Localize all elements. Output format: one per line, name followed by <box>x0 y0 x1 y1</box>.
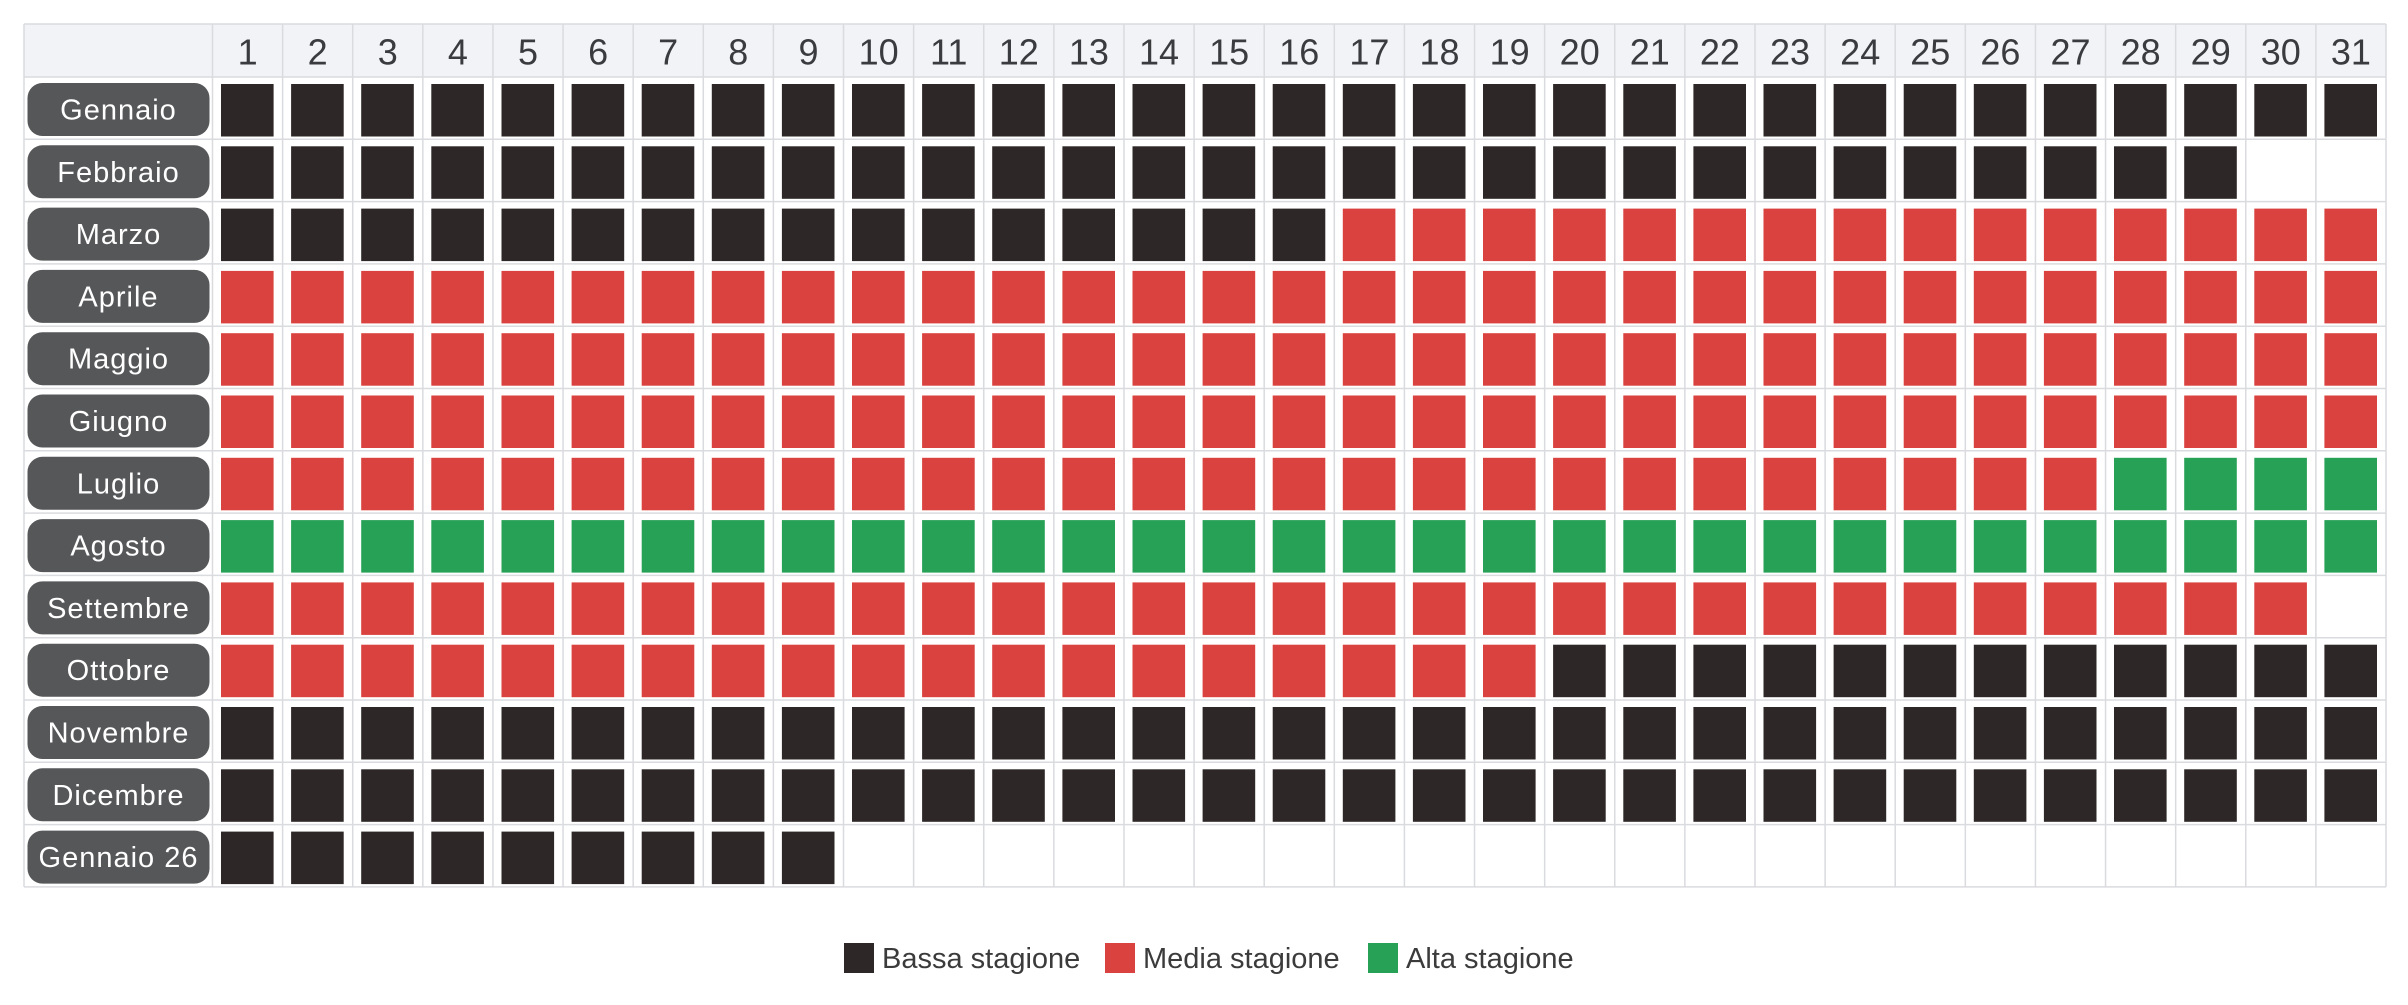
svg-text:Gennaio 26: Gennaio 26 <box>39 842 199 874</box>
svg-text:7: 7 <box>658 32 678 73</box>
svg-text:19: 19 <box>1490 32 1530 73</box>
svg-text:Luglio: Luglio <box>77 468 160 500</box>
svg-text:9: 9 <box>798 32 818 73</box>
svg-text:Gennaio: Gennaio <box>60 95 177 127</box>
svg-text:Alta stagione: Alta stagione <box>1406 943 1574 975</box>
svg-text:30: 30 <box>2261 32 2301 73</box>
svg-text:23: 23 <box>1770 32 1810 73</box>
svg-text:1: 1 <box>238 32 258 73</box>
svg-text:16: 16 <box>1279 32 1319 73</box>
svg-text:15: 15 <box>1209 32 1249 73</box>
svg-text:4: 4 <box>448 32 468 73</box>
svg-text:20: 20 <box>1560 32 1600 73</box>
svg-text:Settembre: Settembre <box>47 593 190 625</box>
svg-text:Novembre: Novembre <box>48 718 190 750</box>
svg-text:11: 11 <box>930 32 967 73</box>
svg-text:Giugno: Giugno <box>69 406 169 438</box>
svg-text:21: 21 <box>1630 32 1670 73</box>
svg-text:18: 18 <box>1419 32 1459 73</box>
svg-text:28: 28 <box>2121 32 2161 73</box>
svg-text:Marzo: Marzo <box>76 219 162 251</box>
svg-text:12: 12 <box>999 32 1039 73</box>
svg-text:Maggio: Maggio <box>68 344 169 376</box>
svg-text:Agosto: Agosto <box>70 531 166 563</box>
svg-text:Media stagione: Media stagione <box>1143 943 1340 975</box>
svg-text:14: 14 <box>1139 32 1179 73</box>
svg-text:13: 13 <box>1069 32 1109 73</box>
svg-text:2: 2 <box>308 32 328 73</box>
svg-text:24: 24 <box>1840 32 1880 73</box>
svg-text:25: 25 <box>1910 32 1950 73</box>
svg-text:26: 26 <box>1980 32 2020 73</box>
svg-text:22: 22 <box>1700 32 1740 73</box>
svg-text:Bassa stagione: Bassa stagione <box>882 943 1080 975</box>
svg-text:10: 10 <box>859 32 899 73</box>
svg-text:31: 31 <box>2331 32 2371 73</box>
svg-text:5: 5 <box>518 32 538 73</box>
svg-text:17: 17 <box>1349 32 1389 73</box>
svg-text:Aprile: Aprile <box>78 281 158 313</box>
svg-text:Ottobre: Ottobre <box>67 655 171 687</box>
svg-text:3: 3 <box>378 32 398 73</box>
svg-text:27: 27 <box>2050 32 2090 73</box>
svg-text:Dicembre: Dicembre <box>52 780 184 812</box>
svg-text:Febbraio: Febbraio <box>57 157 179 189</box>
svg-text:8: 8 <box>728 32 748 73</box>
svg-text:6: 6 <box>588 32 608 73</box>
svg-text:29: 29 <box>2191 32 2231 73</box>
